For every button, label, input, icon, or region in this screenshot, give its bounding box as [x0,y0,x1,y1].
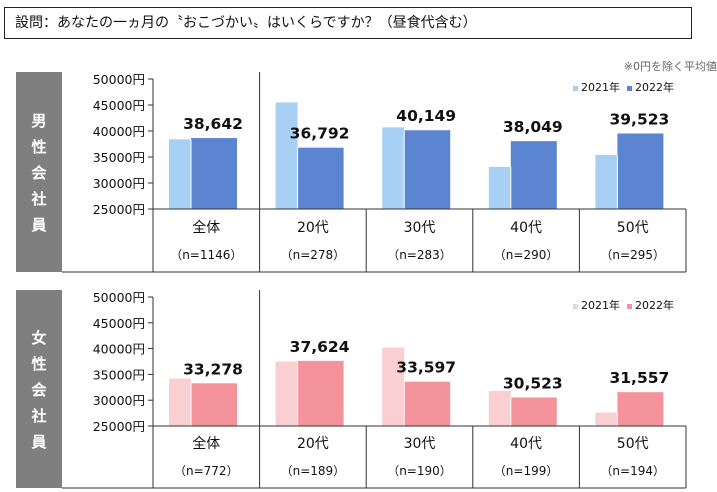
female-bar-2022 [510,397,557,426]
female-bar-2022 [191,383,237,426]
male-value-label: 36,792 [290,125,350,143]
male-value-label: 38,642 [183,115,243,133]
male-side-label-char: 性 [31,138,46,156]
average-note: ※0円を除く平均値 [623,60,717,73]
male-n-label: （n=283） [387,248,452,262]
male-category-label: 全体 [192,219,220,236]
male-category-label: 40代 [510,220,542,236]
female-y-tick-label: 25000円 [93,419,145,434]
male-n-label: （n=278） [281,248,346,262]
male-n-label: （n=295） [600,248,665,262]
female-bar-2021 [595,412,618,426]
male-y-tick-label: 30000円 [93,176,145,191]
female-n-label: （n=194） [600,464,665,478]
female-y-tick-label: 30000円 [93,393,145,408]
female-y-tick-label: 50000円 [93,290,145,305]
male-y-tick-label: 50000円 [93,72,145,87]
male-bar-2022 [617,133,664,209]
female-bar-2021 [275,361,298,426]
male-y-tick-label: 35000円 [93,150,145,165]
male-category-label: 20代 [297,220,329,236]
female-y-tick-label: 35000円 [93,367,145,382]
female-bar-2021 [169,378,191,426]
female-y-tick-label: 45000円 [93,316,145,331]
male-value-label: 40,149 [396,107,456,125]
male-bar-2022 [510,141,557,209]
female-category-label: 全体 [192,435,220,452]
female-side-label-bg [16,290,62,488]
question-box: 設問：あなたの一ヵ月の〝おこづかい〟はいくらですか？（昼食代含む） [4,7,692,39]
female-legend-label-2022: 2022年 [635,298,674,312]
male-side-label-char: 会 [31,164,46,182]
male-bar-2022 [404,130,451,209]
male-bar-2022 [297,147,344,209]
male-side-label-char: 男 [31,112,46,130]
male-bar-2022 [191,138,237,209]
female-n-label: （n=190） [387,464,452,478]
female-value-label: 33,597 [396,359,456,377]
female-bar-2022 [617,392,664,426]
male-category-label: 30代 [404,220,436,236]
male-legend-swatch-2022 [627,86,632,91]
female-n-label: （n=199） [494,464,559,478]
female-side-label-char: 員 [30,433,46,451]
female-value-label: 33,278 [183,360,243,378]
male-bar-2021 [382,127,405,209]
male-side-label-char: 員 [30,216,46,234]
male-bar-2021 [488,166,511,209]
female-n-label: （n=772） [174,464,239,478]
female-value-label: 31,557 [609,369,669,387]
female-legend-label-2021: 2021年 [581,298,620,312]
female-category-label: 30代 [404,436,436,452]
female-side-label-char: 性 [31,355,46,373]
female-legend-swatch-2021 [573,304,578,309]
female-bar-2021 [382,347,405,426]
female-bar-2021 [488,390,511,426]
male-value-label: 39,523 [609,110,669,128]
female-bar-2022 [404,381,451,426]
female-legend-swatch-2022 [627,304,632,309]
male-legend-label-2021: 2021年 [581,80,620,94]
female-bar-2022 [297,360,344,426]
male-legend-swatch-2021 [573,86,578,91]
male-category-label: 50代 [617,220,649,236]
female-y-tick-label: 40000円 [93,342,145,357]
male-side-label-bg [16,72,62,272]
female-value-label: 37,624 [290,338,350,356]
male-legend-label-2022: 2022年 [635,80,674,94]
female-side-label-char: 社 [30,407,46,425]
male-y-tick-label: 25000円 [93,202,145,217]
male-n-label: （n=290） [494,248,559,262]
male-bar-2021 [169,139,191,209]
female-value-label: 30,523 [503,375,563,393]
female-category-label: 50代 [617,436,649,452]
male-y-tick-label: 45000円 [93,98,145,113]
female-category-label: 40代 [510,436,542,452]
question-text: 設問：あなたの一ヵ月の〝おこづかい〟はいくらですか？（昼食代含む） [15,15,477,31]
male-bar-2021 [595,154,618,209]
female-side-label-char: 女 [31,329,46,347]
male-y-tick-label: 40000円 [93,124,145,139]
male-value-label: 38,049 [503,118,563,136]
female-side-label-char: 会 [31,381,46,399]
female-category-label: 20代 [297,436,329,452]
male-bar-2021 [275,102,298,209]
female-n-label: （n=189） [281,464,346,478]
male-side-label-char: 社 [30,190,46,208]
male-n-label: （n=1146） [170,248,242,262]
